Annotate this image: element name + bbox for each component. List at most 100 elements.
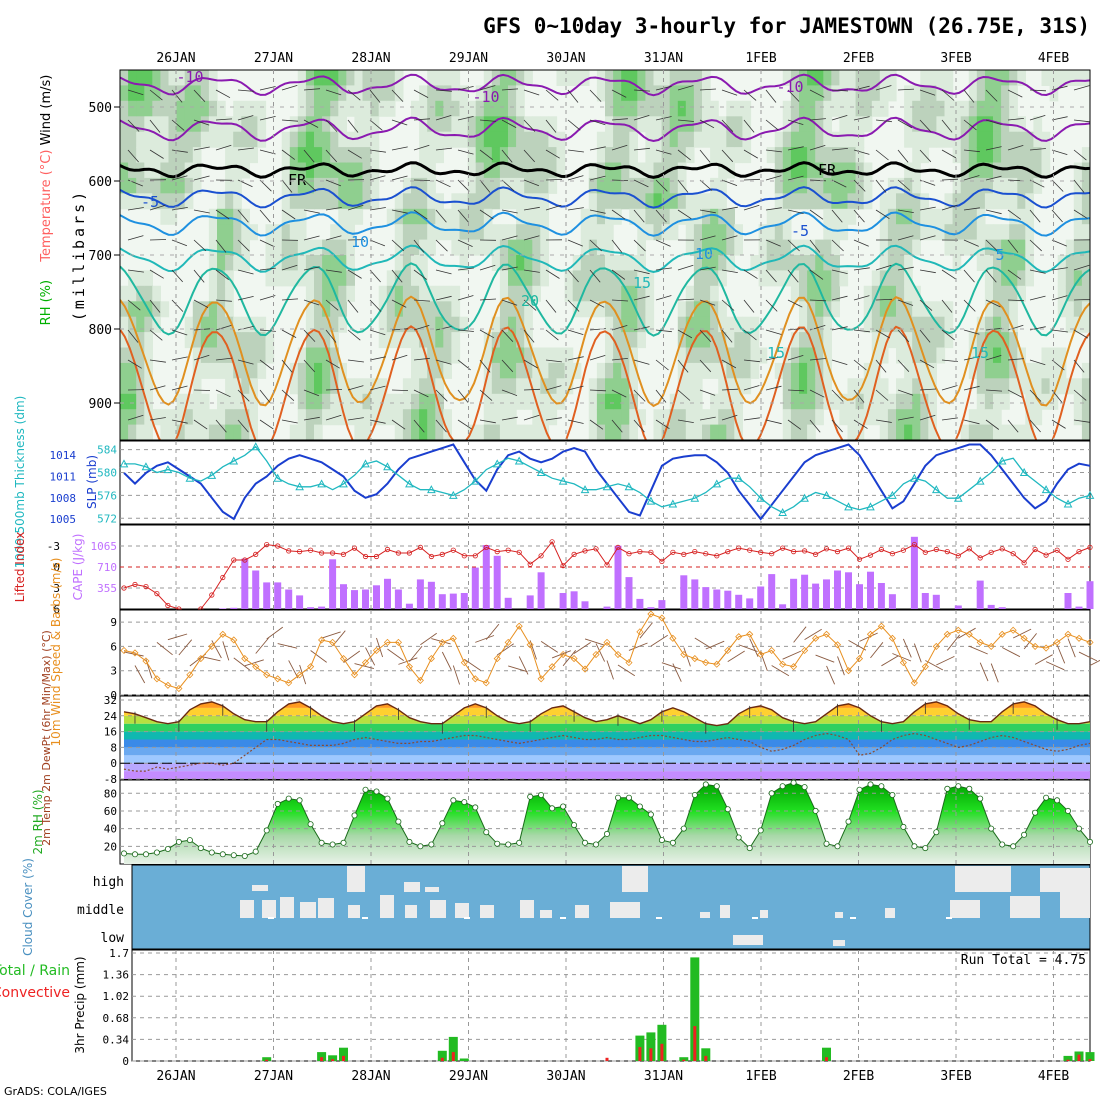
rh-shade-cell (993, 316, 1002, 333)
wind10m-barb (804, 628, 822, 641)
rh-shade-cell (411, 224, 420, 241)
rh-shade-cell (338, 85, 347, 102)
wind-barb (193, 419, 208, 430)
rh-shade-cell (394, 239, 404, 256)
rh-point (955, 783, 962, 790)
isotherm-label: -5 (141, 193, 159, 211)
rh-shade-cell (863, 116, 873, 133)
wind-barb (655, 209, 667, 223)
rh-shade-cell (491, 424, 501, 440)
rh-shade-cell (419, 347, 428, 364)
rh-shade-cell (491, 224, 501, 241)
wind-speed-point (361, 659, 370, 667)
wind-speed-point (219, 630, 227, 638)
isotherm-label: 15 (767, 344, 785, 362)
wind10m-barb (815, 654, 835, 663)
rh-shade-cell (491, 131, 501, 148)
rh-shade-cell (1073, 177, 1083, 194)
rh-shade-cell (702, 270, 711, 287)
rh-shade-cell (580, 224, 590, 241)
rh-point (186, 837, 193, 844)
rh-shade-cell (605, 393, 614, 410)
wind-barb (831, 389, 844, 402)
rh-shade-cell (944, 100, 954, 117)
rh-shade-cell (208, 424, 218, 440)
li-point (253, 551, 259, 558)
rh-shade-cell (419, 393, 428, 410)
cloud-block (540, 910, 552, 918)
rh-shade-cell (839, 270, 849, 287)
li-point (242, 557, 248, 563)
cape-bar (1075, 606, 1083, 609)
rh-shade-cell (952, 116, 962, 133)
rh-shade-cell (661, 70, 671, 86)
rh-shade-cell (588, 255, 598, 271)
wind10m-barb (738, 644, 758, 653)
rh-shade-cell (734, 100, 743, 117)
wind-barb (523, 89, 540, 96)
rh-shade-cell (782, 378, 792, 395)
wind-barb (985, 299, 1001, 308)
wind10m-barb (540, 640, 559, 653)
rh-shade-cell (920, 332, 929, 349)
rh-shade-cell (968, 100, 978, 117)
rh-shade-cell (629, 270, 638, 287)
rh-shade-cell (524, 424, 533, 440)
rh-shade-cell (419, 316, 428, 333)
rh-shade-cell (402, 332, 412, 349)
rh-shade-cell (1001, 393, 1010, 410)
li-point (769, 551, 775, 557)
rh-shade-cell (128, 378, 137, 395)
wind-barb (303, 119, 319, 128)
rh-shade-cell (556, 378, 566, 395)
rh-shade-cell (984, 131, 994, 148)
wind-barb (589, 239, 602, 252)
rh-shade-cell (871, 301, 881, 318)
rh-shade-cell (693, 332, 703, 349)
rh-shade-cell (152, 85, 161, 102)
wind-barb (127, 89, 144, 96)
rh-shade-cell (1073, 270, 1083, 287)
rh-shade-cell (831, 100, 840, 117)
rh-tick-label: 80 (104, 787, 117, 800)
rh-shade-cell (807, 362, 816, 379)
rh-shade-cell (621, 424, 630, 440)
wind-barb (589, 146, 606, 151)
rh-shade-cell (863, 285, 873, 302)
wind-barb (589, 299, 605, 308)
temp-axis-label: 2m Temp 2m DewPt (6hr Min/Max) (°C) (40, 630, 53, 846)
rh-shade-cell (467, 193, 477, 210)
rh-shade-cell (475, 162, 485, 179)
rh-shade-cell (386, 208, 396, 225)
wind-barb (215, 118, 233, 121)
rh-shade-cell (314, 70, 323, 86)
rh-shade-cell (605, 409, 614, 426)
rh-shade-cell (887, 193, 897, 210)
rh-shade-cell (693, 239, 703, 256)
rh-shade-cell (411, 177, 420, 194)
rh-shade-cell (863, 162, 873, 179)
rh-shade-cell (208, 347, 218, 364)
rh-shade-cell (693, 362, 703, 379)
rh-shade-cell (467, 239, 477, 256)
rh-shade-cell (322, 239, 331, 256)
rh-shade-cell (718, 193, 727, 210)
rh-shade-cell (685, 332, 695, 349)
rh-shade-cell (233, 347, 242, 364)
rh-shade-cell (831, 285, 840, 302)
cloud-block (835, 912, 843, 918)
isotherm-label: 20 (521, 292, 539, 310)
wind-barb (413, 419, 425, 433)
rh-shade-cell (289, 208, 299, 225)
rh-shade-cell (249, 332, 258, 349)
rh-shade-cell (774, 147, 784, 164)
rh-shade-cell (1009, 131, 1018, 148)
rh-shade-cell (1057, 255, 1067, 271)
rh-shade-cell (653, 162, 663, 179)
rh-shade-cell (920, 70, 929, 86)
wind-barb (523, 414, 540, 421)
rh-shade-cell (912, 393, 921, 410)
rh-shade-cell (402, 409, 412, 426)
wind-speed-point (592, 650, 600, 659)
precip-total-bar (646, 1032, 656, 1061)
